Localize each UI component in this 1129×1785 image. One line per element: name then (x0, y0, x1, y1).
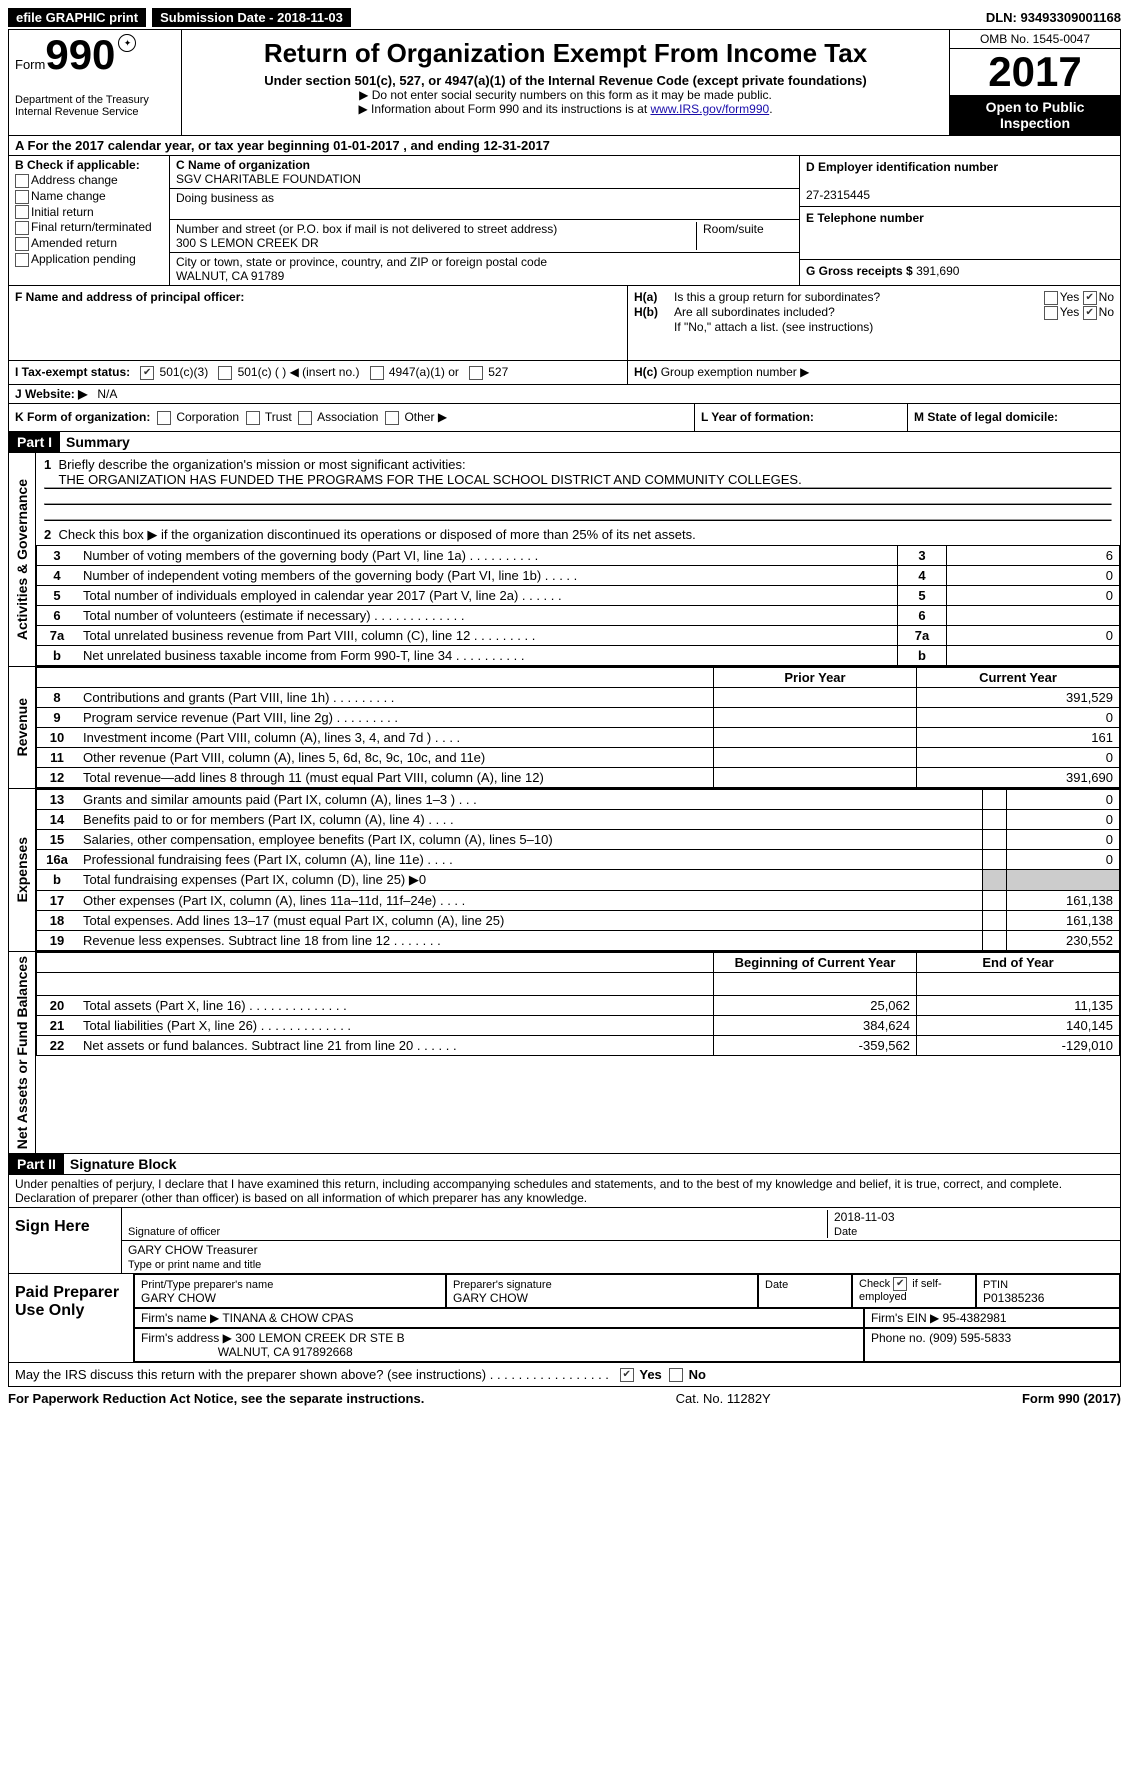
discuss-yes[interactable] (620, 1368, 634, 1382)
check-amended[interactable] (15, 237, 29, 251)
i-501c[interactable] (218, 366, 232, 380)
i-527[interactable] (469, 366, 483, 380)
org-name: SGV CHARITABLE FOUNDATION (176, 172, 361, 186)
self-employed[interactable] (893, 1277, 907, 1291)
side-exp: Expenses (12, 833, 32, 906)
check-initial[interactable] (15, 205, 29, 219)
check-address[interactable] (15, 174, 29, 188)
website: N/A (97, 387, 117, 401)
side-net: Net Assets or Fund Balances (12, 952, 32, 1153)
side-rev: Revenue (12, 694, 32, 760)
gross-receipts: 391,690 (916, 264, 959, 278)
officer-name: GARY CHOW Treasurer (128, 1243, 258, 1257)
form-title: Return of Organization Exempt From Incom… (190, 38, 941, 69)
omb-number: OMB No. 1545-0047 (950, 30, 1120, 49)
i-501c3[interactable] (140, 366, 154, 380)
form-header: Form990 ✦ Department of the Treasury Int… (8, 29, 1121, 136)
top-bar: efile GRAPHIC print Submission Date - 20… (8, 8, 1121, 27)
part2-header: Part II (9, 1154, 64, 1174)
irs-link[interactable]: www.IRS.gov/form990 (650, 102, 769, 116)
street: 300 S LEMON CREEK DR (176, 236, 319, 250)
hb-no[interactable] (1083, 306, 1097, 320)
tax-year: 2017 (950, 49, 1120, 95)
check-pending[interactable] (15, 253, 29, 267)
part1-header: Part I (9, 432, 60, 452)
i-4947[interactable] (370, 366, 384, 380)
perjury-text: Under penalties of perjury, I declare th… (9, 1175, 1120, 1208)
check-final[interactable] (15, 221, 29, 235)
section-a: A For the 2017 calendar year, or tax yea… (9, 136, 556, 155)
dln: DLN: 93493309001168 (986, 10, 1121, 25)
hb-yes[interactable] (1044, 306, 1058, 320)
efile-button[interactable]: efile GRAPHIC print (8, 8, 146, 27)
side-gov: Activities & Governance (12, 475, 32, 644)
irs-seal-icon: ✦ (118, 34, 136, 52)
city: WALNUT, CA 91789 (176, 269, 284, 283)
check-applicable: B Check if applicable: Address change Na… (9, 156, 170, 285)
mission: THE ORGANIZATION HAS FUNDED THE PROGRAMS… (58, 472, 801, 487)
ein: 27-2315445 (806, 188, 870, 202)
ha-no[interactable] (1083, 291, 1097, 305)
submission-date: Submission Date - 2018-11-03 (152, 8, 351, 27)
check-name[interactable] (15, 190, 29, 204)
ha-yes[interactable] (1044, 291, 1058, 305)
discuss-no[interactable] (669, 1368, 683, 1382)
form-number: 990 (45, 31, 115, 78)
